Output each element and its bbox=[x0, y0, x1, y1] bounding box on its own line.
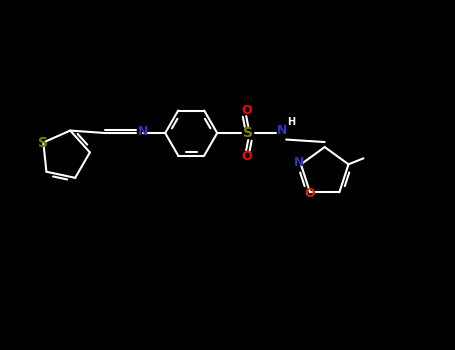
Text: N: N bbox=[138, 125, 149, 138]
Text: N: N bbox=[294, 156, 304, 169]
Text: S: S bbox=[38, 135, 48, 149]
Text: O: O bbox=[241, 149, 252, 162]
Text: H: H bbox=[287, 117, 295, 127]
Text: S: S bbox=[243, 126, 253, 140]
Text: O: O bbox=[241, 104, 252, 117]
Text: N: N bbox=[277, 124, 288, 137]
Text: O: O bbox=[305, 187, 315, 200]
